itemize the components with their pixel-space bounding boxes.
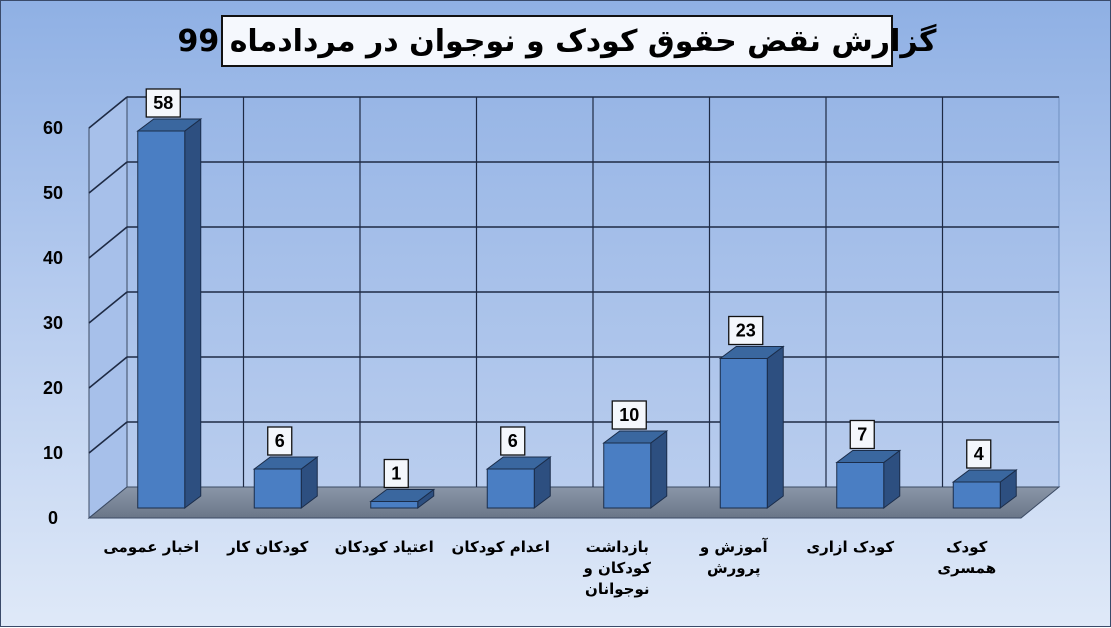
bar-front <box>137 130 186 509</box>
bar <box>252 456 319 509</box>
data-label-box <box>383 458 409 489</box>
y-tick-label: 60 <box>43 118 63 138</box>
y-tick-label: 20 <box>43 378 63 398</box>
bar <box>485 456 552 509</box>
bar-side <box>184 118 202 509</box>
bar <box>835 449 902 509</box>
bar-front <box>370 501 419 509</box>
category-label: همسری <box>937 559 996 577</box>
bar <box>951 469 1018 509</box>
category-label: اخبار عمومی <box>103 538 199 556</box>
category-label: بازداشت <box>586 538 649 556</box>
data-label: 23 <box>736 321 756 341</box>
data-label: 7 <box>857 425 867 445</box>
category-label: اعتیاد کودکان <box>335 538 434 556</box>
bar <box>718 345 785 509</box>
y-tick-label: 30 <box>43 313 63 333</box>
data-label: 4 <box>974 444 984 464</box>
bar-front <box>486 468 535 509</box>
category-label: آموزش و <box>699 538 769 556</box>
y-tick-label: 0 <box>48 508 58 528</box>
data-label: 10 <box>619 405 639 425</box>
data-label-box <box>966 439 992 469</box>
bar <box>602 430 669 509</box>
category-label: اعدام کودکان <box>452 538 550 556</box>
bar <box>136 118 203 509</box>
y-tick-label: 40 <box>43 248 63 268</box>
data-label-box <box>500 426 526 456</box>
chart-title-box: گزارش نقض حقوق کودک و نوجوان در مردادماه… <box>178 15 936 67</box>
bar-side <box>650 430 668 509</box>
data-label-box <box>267 426 293 456</box>
data-label: 6 <box>275 431 285 451</box>
data-label-box <box>145 88 181 118</box>
category-label: پرورش <box>707 559 761 578</box>
category-label: نوجوانان <box>585 580 649 598</box>
bar-front <box>952 481 1001 509</box>
gridline-side <box>88 96 128 129</box>
y-tick-label: 10 <box>43 443 63 463</box>
data-label-box <box>611 400 647 430</box>
category-label: کودک ازاری <box>806 538 894 556</box>
category-label: کودکان و <box>582 559 651 577</box>
bar <box>369 488 436 509</box>
gridline-side <box>88 161 128 194</box>
bar-side <box>766 345 784 509</box>
bar-front <box>719 358 768 509</box>
data-label-box <box>849 419 875 450</box>
data-label: 6 <box>508 431 518 451</box>
data-label: 1 <box>391 464 401 484</box>
gridline-side <box>88 421 128 454</box>
y-tick-label: 50 <box>43 183 63 203</box>
bar-front <box>836 462 885 509</box>
data-label-box <box>728 315 764 346</box>
gridline-side <box>88 226 128 259</box>
category-label: کودکان کار <box>226 538 308 556</box>
bar-front <box>603 442 652 509</box>
category-label: کودک <box>946 538 987 556</box>
bar-front <box>253 468 302 509</box>
data-label: 58 <box>153 93 173 113</box>
gridline-side <box>88 291 128 324</box>
chart-title: گزارش نقض حقوق کودک و نوجوان در مردادماه… <box>177 23 937 59</box>
gridline-side <box>88 356 128 389</box>
floor <box>87 486 1061 519</box>
